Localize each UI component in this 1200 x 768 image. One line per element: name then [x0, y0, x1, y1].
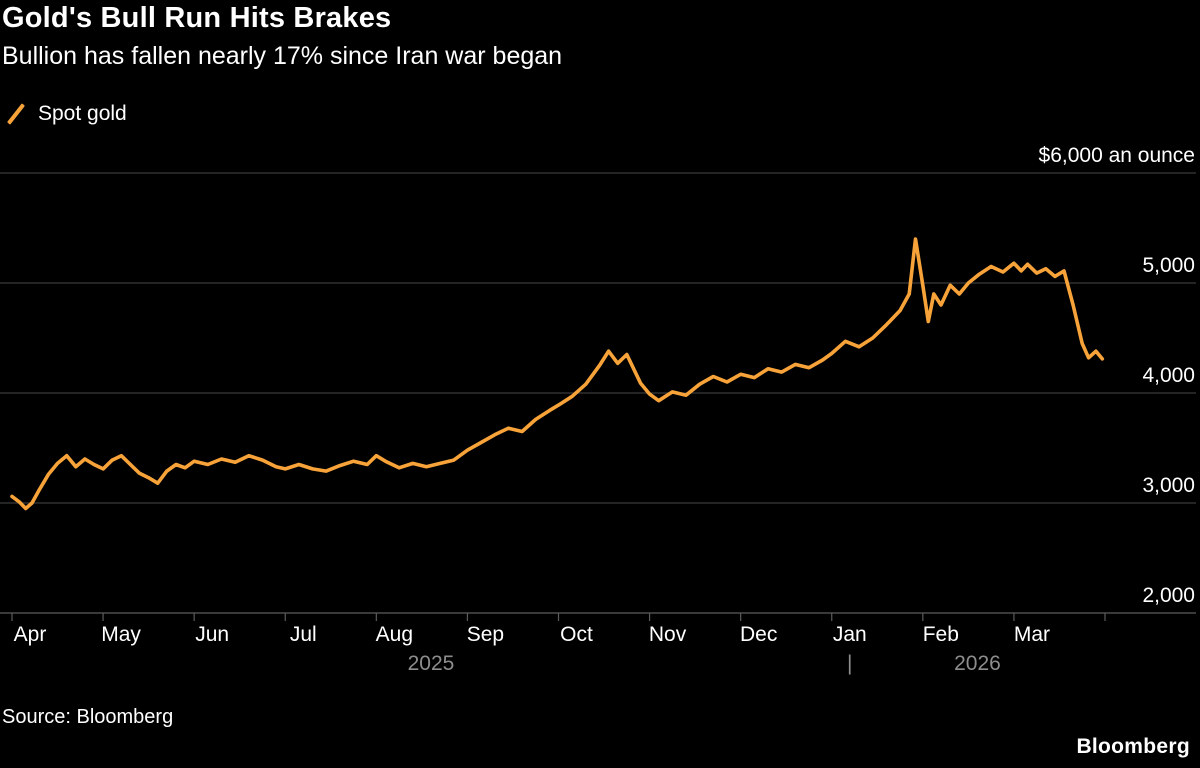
y-axis-label: 5,000: [1142, 254, 1195, 277]
year-label: 2025: [408, 652, 455, 675]
year-divider: |: [847, 652, 852, 675]
x-axis-label: Apr: [14, 623, 47, 646]
source-text: Source: Bloomberg: [2, 706, 174, 728]
x-axis-label: May: [101, 623, 141, 646]
year-label: 2026: [954, 652, 1001, 675]
x-axis-label: Mar: [1014, 623, 1050, 646]
legend-label: Spot gold: [38, 102, 127, 125]
y-axis-label: $6,000 an ounce: [1039, 144, 1195, 167]
y-axis-label: 4,000: [1142, 364, 1195, 387]
x-axis-label: Nov: [649, 623, 687, 646]
x-axis-label: Jul: [290, 623, 317, 646]
x-axis-label: Oct: [560, 623, 593, 646]
y-axis-label: 2,000: [1142, 584, 1195, 607]
x-axis-label: Jan: [833, 623, 867, 646]
chart-title: Gold's Bull Run Hits Brakes: [2, 2, 392, 34]
x-axis-label: Jun: [195, 623, 229, 646]
x-axis-label: Feb: [923, 623, 959, 646]
y-axis-label: 3,000: [1142, 474, 1195, 497]
x-axis-label: Aug: [376, 623, 413, 646]
spot-gold-line: [10, 237, 1105, 511]
x-axis-label: Sep: [467, 623, 504, 646]
bloomberg-logo: Bloomberg: [1076, 735, 1190, 758]
chart-subtitle: Bullion has fallen nearly 17% since Iran…: [2, 42, 563, 70]
x-axis-label: Dec: [740, 623, 777, 646]
legend: Spot gold: [4, 100, 127, 128]
